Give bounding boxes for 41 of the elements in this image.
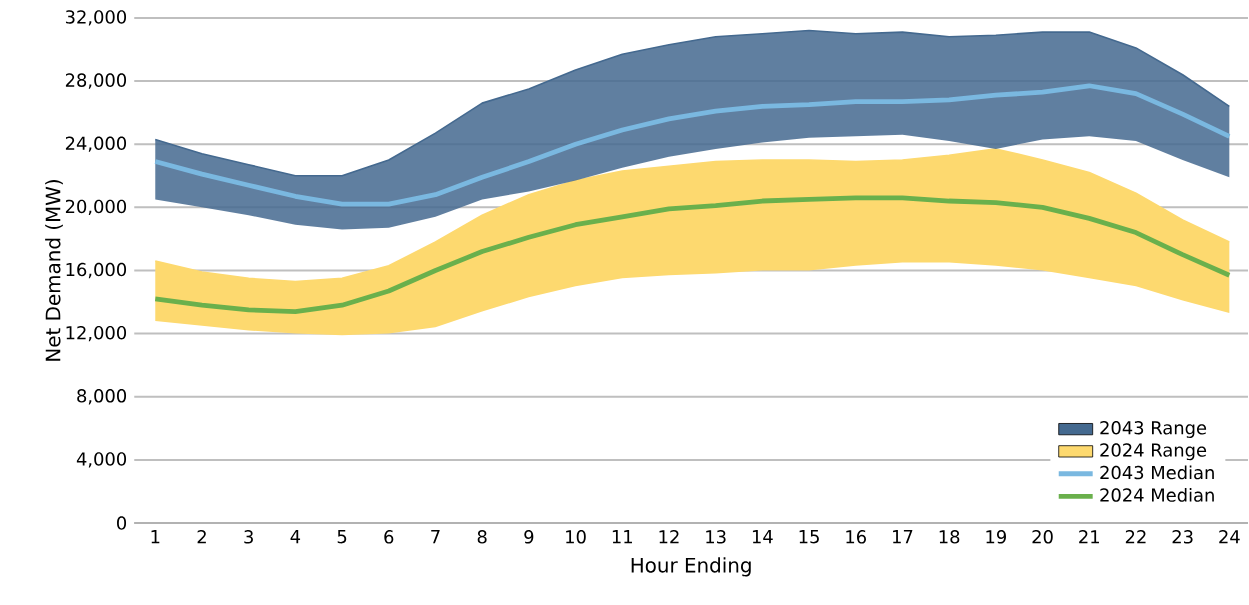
legend-label: 2043 Range: [1100, 421, 1207, 439]
y-tick-label: 20,000: [65, 199, 127, 216]
y-tick-label: 0: [117, 516, 127, 531]
y-tick-label: 28,000: [65, 73, 127, 89]
x-tick-label: 12: [659, 530, 679, 544]
x-tick-label: 10: [566, 530, 586, 544]
x-tick-label: 20: [1032, 530, 1053, 544]
line-series: [152, 195, 1232, 315]
y-tick-label: 32,000: [65, 10, 127, 26]
y-tick-label: 16,000: [66, 262, 127, 279]
x-tick-label: 14: [752, 530, 773, 544]
x-tick-label: 7: [431, 530, 440, 544]
x-tick-label: 5: [337, 530, 347, 544]
x-tick-label: 21: [1079, 530, 1099, 544]
y-axis-title: Net Demand (MW): [45, 180, 63, 361]
legend-label: 2024 Range: [1100, 443, 1207, 461]
x-tick-label: 9: [524, 530, 534, 544]
legend-label: 2024 Median: [1100, 488, 1214, 503]
y-tick-label: 24,000: [65, 136, 127, 153]
x-tick-label: 16: [846, 530, 867, 544]
x-tick-label: 3: [244, 530, 253, 544]
y-tick-label: 4,000: [76, 452, 127, 468]
x-axis-title: Hour Ending: [631, 557, 751, 577]
x-tick-label: 24: [1219, 530, 1240, 544]
x-tick-label: 8: [477, 530, 487, 544]
x-tick-label: 4: [290, 530, 301, 544]
x-tick-label: 15: [799, 530, 819, 544]
x-tick-label: 6: [384, 530, 394, 544]
x-tick-label: 18: [939, 530, 960, 544]
y-tick-label: 12,000: [66, 326, 127, 342]
x-tick-label: 2: [197, 530, 206, 544]
x-tick-label: 22: [1125, 530, 1146, 544]
line-series: [152, 83, 1232, 207]
x-tick-label: 13: [706, 530, 726, 544]
x-tick-label: 11: [612, 530, 632, 544]
x-tick-label: 23: [1172, 530, 1193, 544]
x-tick-label: 19: [986, 530, 1006, 544]
x-tick-label: 1: [151, 530, 160, 544]
legend-label: 2043 Median: [1100, 465, 1214, 480]
y-tick-label: 8,000: [77, 389, 127, 405]
x-tick-label: 17: [893, 530, 913, 544]
